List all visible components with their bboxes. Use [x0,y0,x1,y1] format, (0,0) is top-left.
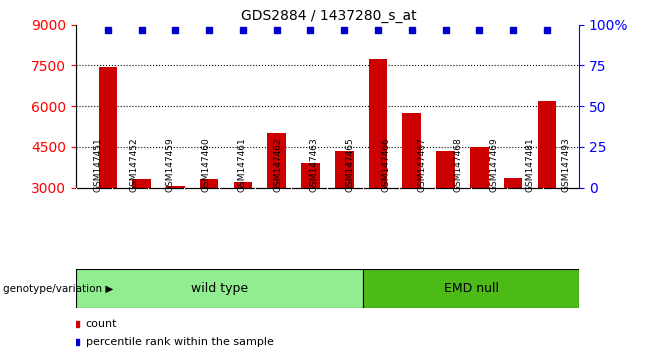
Bar [368,59,388,188]
Bar [234,182,252,188]
Bar [166,186,185,188]
Text: GSM147465: GSM147465 [345,137,354,192]
Bar [470,147,489,188]
Text: GSM147481: GSM147481 [525,137,534,192]
Text: GSM147469: GSM147469 [489,137,498,192]
Bar [76,269,363,308]
Text: count: count [86,319,117,329]
Bar [335,151,353,188]
Text: GSM147493: GSM147493 [561,137,570,192]
Text: EMD null: EMD null [443,282,499,295]
Bar [538,101,556,188]
Text: GSM147463: GSM147463 [309,137,318,192]
Text: percentile rank within the sample: percentile rank within the sample [86,337,274,347]
Bar [267,133,286,188]
Bar [504,178,522,188]
Text: GSM147467: GSM147467 [417,137,426,192]
Text: wild type: wild type [191,282,248,295]
Bar [363,269,579,308]
Text: GSM147461: GSM147461 [238,137,247,192]
Bar [200,179,218,188]
Bar [403,113,421,188]
Text: GSM147452: GSM147452 [130,137,139,192]
Text: GSM147468: GSM147468 [453,137,462,192]
Text: GSM147459: GSM147459 [166,137,174,192]
Bar [99,67,117,188]
Text: GSM147451: GSM147451 [93,137,103,192]
Bar [132,179,151,188]
Text: GSM147462: GSM147462 [274,137,282,192]
Text: GDS2884 / 1437280_s_at: GDS2884 / 1437280_s_at [241,9,417,23]
Bar [301,163,320,188]
Text: GSM147466: GSM147466 [381,137,390,192]
Text: genotype/variation ▶: genotype/variation ▶ [3,284,114,293]
Text: GSM147460: GSM147460 [201,137,211,192]
Bar [436,151,455,188]
